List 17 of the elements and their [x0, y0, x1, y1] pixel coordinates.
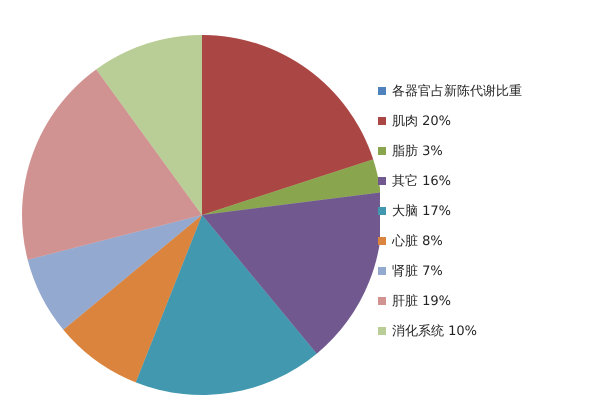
legend-label: 肝脏 19%	[392, 293, 452, 310]
legend-label: 肌肉 20%	[392, 113, 452, 130]
legend-label: 心脏 8%	[392, 233, 443, 250]
pie-slice	[202, 35, 374, 215]
pie-slice	[136, 215, 317, 395]
pie-slice	[202, 192, 380, 354]
legend-label: 大脑 17%	[392, 203, 452, 220]
pie-slice	[63, 215, 202, 382]
pie-slice	[96, 35, 202, 215]
pie-slice	[28, 215, 202, 330]
legend-title: 各器官占新陈代谢比重	[392, 83, 522, 100]
legend-label: 脂肪 3%	[392, 143, 443, 160]
legend-label: 其它 16%	[392, 173, 452, 190]
legend-label: 消化系统 10%	[392, 323, 478, 340]
legend-label: 肾脏 7%	[392, 263, 443, 280]
pie-slice	[22, 69, 202, 260]
pie-slice	[202, 159, 380, 215]
